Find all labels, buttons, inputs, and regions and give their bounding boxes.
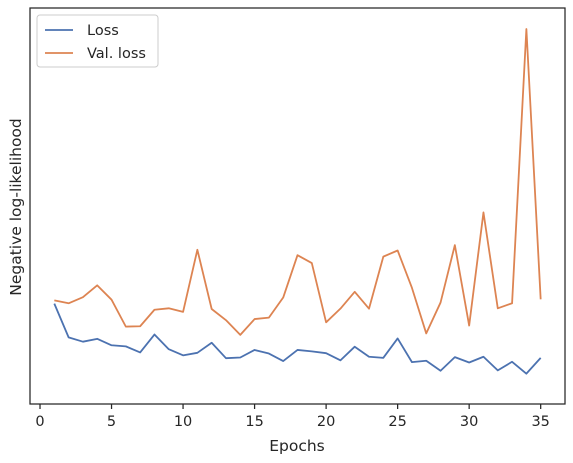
legend-label-val-loss: Val. loss [87, 46, 146, 62]
x-tick-label: 25 [388, 414, 406, 430]
legend-frame [36, 14, 159, 68]
series-line-val-loss [54, 28, 542, 336]
x-tick-label: 30 [460, 414, 478, 430]
x-tick-label: 35 [531, 414, 549, 430]
x-axis-ticks: 0 5 10 15 20 25 30 35 [35, 404, 550, 430]
x-axis-label: Epochs [269, 437, 325, 455]
y-axis-label: Negative log-likelihood [7, 118, 25, 296]
x-tick-label: 10 [174, 414, 192, 430]
x-tick-label: 5 [107, 414, 116, 430]
plot-area [29, 7, 566, 405]
series-line-loss [53, 303, 542, 375]
x-tick-label: 20 [317, 414, 335, 430]
series-layer [53, 28, 542, 375]
x-tick-label: 15 [245, 414, 263, 430]
x-tick-label: 0 [35, 414, 44, 430]
legend-label-loss: Loss [87, 23, 119, 39]
legend: Loss Val. loss [36, 14, 159, 68]
